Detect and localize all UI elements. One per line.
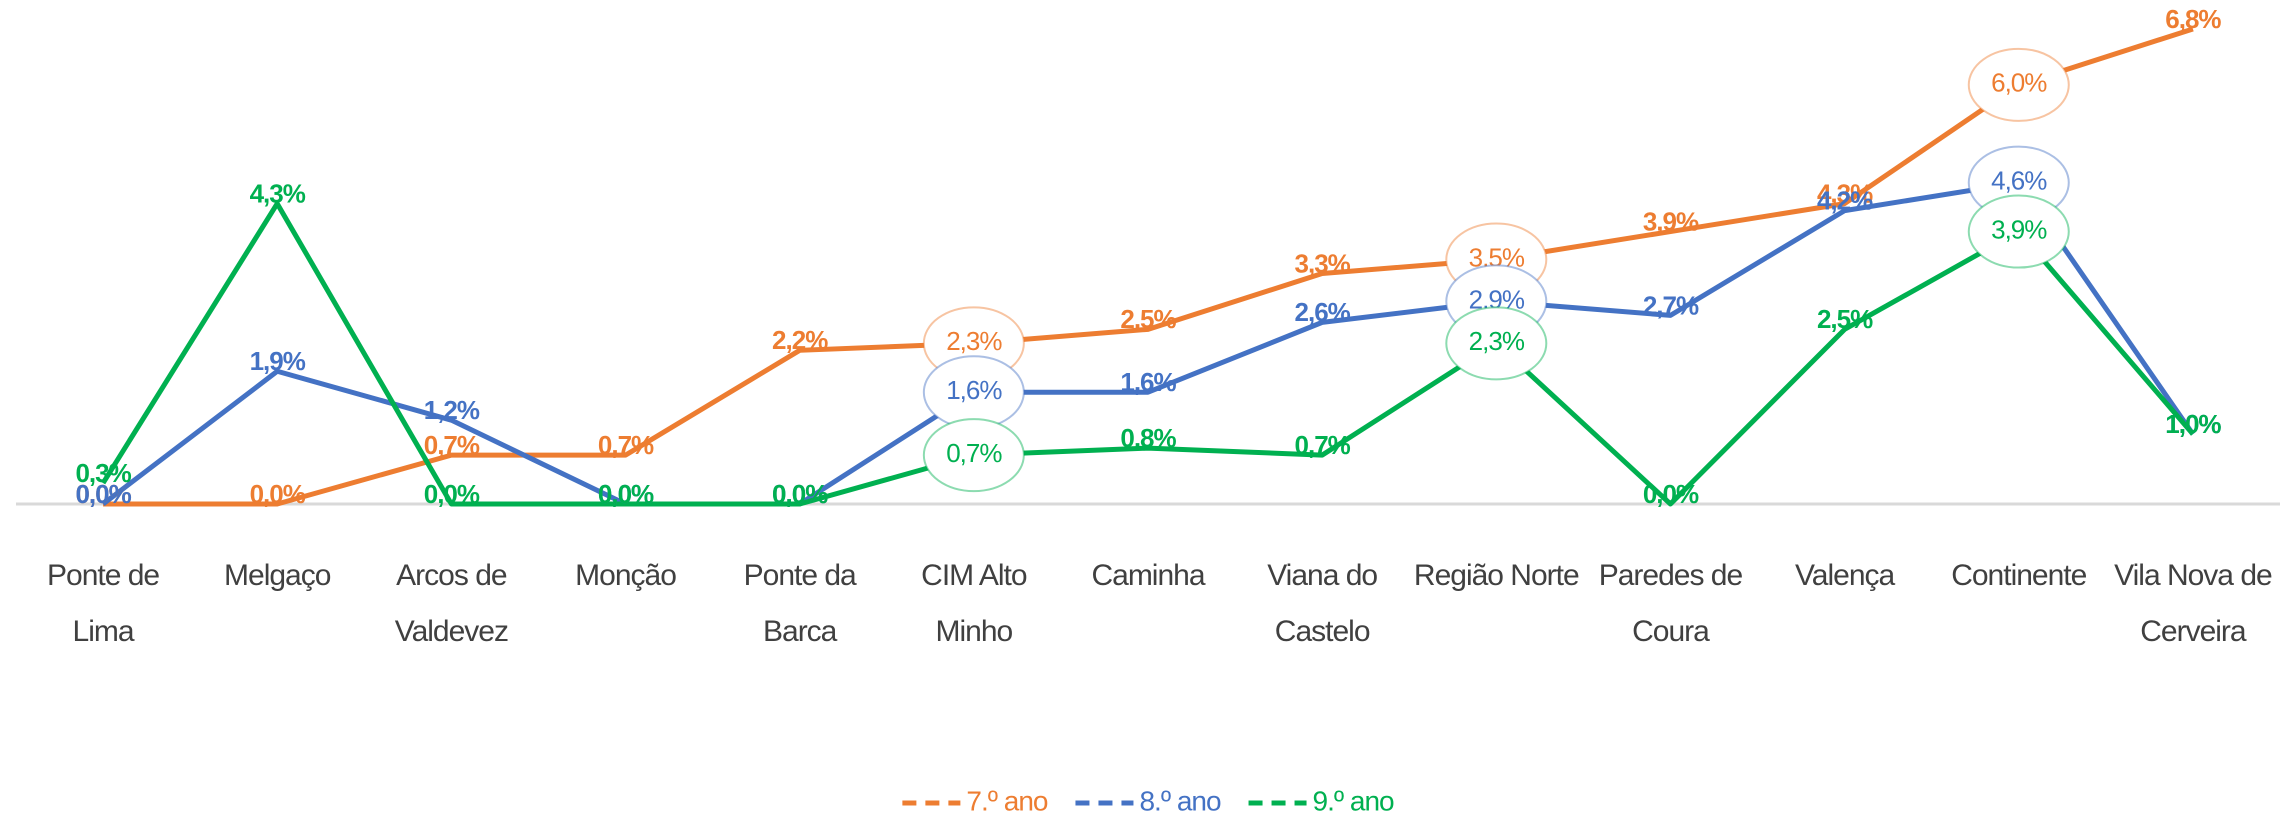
legend-label: 9.º ano bbox=[1313, 785, 1395, 816]
value-label: 0,0% bbox=[1643, 479, 1699, 509]
value-label: 3,9% bbox=[1991, 214, 2047, 244]
x-tick-label: Viana do Castelo bbox=[1267, 559, 1378, 648]
value-label: 0,7% bbox=[598, 430, 654, 460]
line bbox=[103, 26, 2194, 507]
value-label: 1,0% bbox=[2165, 409, 2221, 439]
value-label: 2,2% bbox=[772, 325, 828, 355]
legend: 7.º ano 8.º ano 9.º ano bbox=[902, 785, 1395, 816]
value-label: 4,6% bbox=[1991, 166, 2047, 196]
value-label: 0,0% bbox=[424, 479, 480, 509]
value-label: 4,3% bbox=[250, 178, 306, 208]
value-label: 0,7% bbox=[1295, 430, 1351, 460]
line bbox=[100, 201, 2195, 507]
x-tick-label: CIM Alto Minho bbox=[921, 559, 1027, 648]
value-label: 4,3% bbox=[1817, 178, 1873, 208]
value-label: 2,3% bbox=[1469, 326, 1525, 356]
x-tick-label: Melgaço bbox=[224, 559, 331, 592]
value-label: 3,9% bbox=[1643, 206, 1699, 236]
x-tick-label: Valença bbox=[1795, 559, 1895, 592]
value-label: 4,2% bbox=[1817, 185, 1873, 215]
legend-label: 8.º ano bbox=[1139, 785, 1221, 816]
label-bubble bbox=[922, 418, 1025, 493]
value-label: 0,3% bbox=[75, 458, 131, 488]
x-tick-label: Ponte de Lima bbox=[47, 559, 160, 648]
value-label: 6,0% bbox=[1991, 68, 2047, 98]
value-label: 0,0% bbox=[598, 479, 654, 509]
x-tick-label: Continente bbox=[1951, 559, 2087, 592]
x-tick-label: Paredes de Coura bbox=[1598, 559, 1743, 648]
value-label: 2,7% bbox=[1643, 290, 1699, 320]
value-label: 0,0% bbox=[75, 479, 131, 509]
legend-label: 7.º ano bbox=[966, 785, 1048, 816]
x-tick-label: Arcos de Valdevez bbox=[394, 559, 509, 648]
x-tick-label: Monção bbox=[575, 559, 677, 592]
x-tick-label: Região Norte bbox=[1413, 559, 1580, 592]
value-label: 3,3% bbox=[1295, 248, 1351, 278]
value-label: 1,6% bbox=[1120, 367, 1176, 397]
value-label: 0,7% bbox=[424, 430, 480, 460]
value-label: 2,5% bbox=[1817, 304, 1873, 334]
value-label: 6,8% bbox=[2165, 4, 2221, 34]
value-label: 0,0% bbox=[772, 479, 828, 509]
x-tick-label: Vila Nova de Cerveira bbox=[2114, 559, 2273, 648]
value-label: 2,6% bbox=[1295, 297, 1351, 327]
value-label: 1,9% bbox=[250, 346, 306, 376]
value-label: 0,0% bbox=[250, 479, 306, 509]
value-label: 0,8% bbox=[1120, 423, 1176, 453]
value-label: 1,2% bbox=[424, 395, 480, 425]
line bbox=[101, 180, 2195, 507]
label-bubble bbox=[1967, 194, 2070, 269]
value-label: 0,0% bbox=[772, 479, 828, 509]
value-label: 0,0% bbox=[75, 479, 131, 509]
label-bubble bbox=[1967, 47, 2070, 122]
value-label: 1,0% bbox=[2165, 409, 2221, 439]
value-label: 0,7% bbox=[946, 438, 1002, 468]
label-bubble bbox=[1445, 306, 1548, 381]
value-label: 2,3% bbox=[946, 326, 1002, 356]
x-tick-label: Ponte da Barca bbox=[743, 559, 857, 648]
value-label: 0,0% bbox=[598, 479, 654, 509]
value-label: 2,5% bbox=[1120, 304, 1176, 334]
x-tick-label: Caminha bbox=[1091, 559, 1205, 592]
value-label: 1,6% bbox=[946, 375, 1002, 405]
